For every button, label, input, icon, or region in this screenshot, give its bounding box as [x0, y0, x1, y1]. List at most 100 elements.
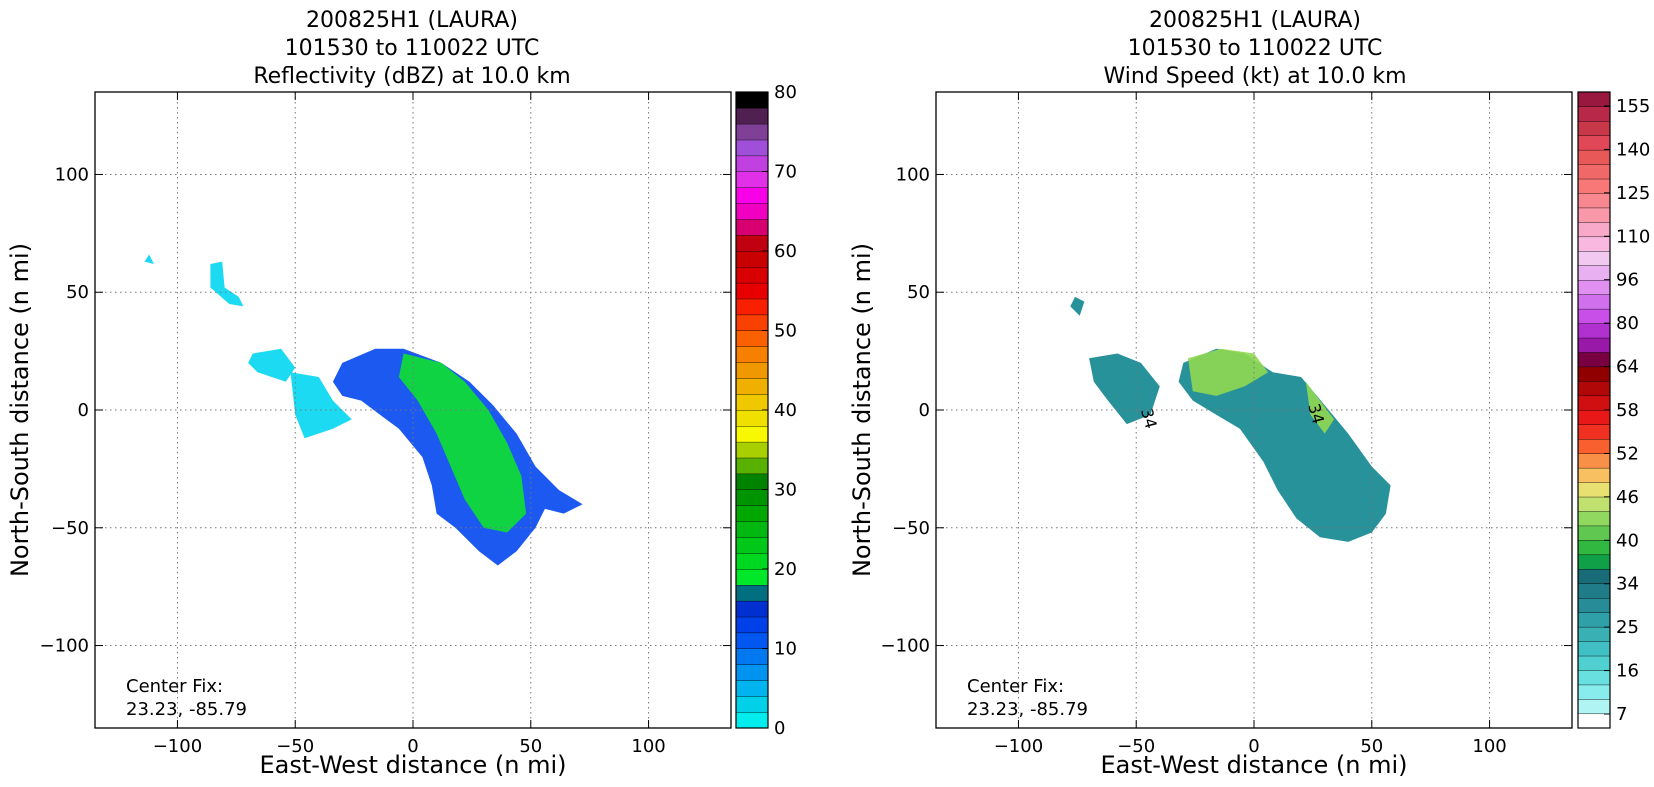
- colorbar-segment: [735, 330, 769, 347]
- center-fix-value: 23.23, -85.79: [126, 699, 247, 720]
- colorbar-segment: [1577, 366, 1611, 382]
- colorbar-segment: [1577, 612, 1611, 628]
- colorbar-segment: [1577, 713, 1611, 729]
- colorbar-segment: [1577, 265, 1611, 281]
- colorbar-tick-label: 34: [1616, 574, 1639, 595]
- colorbar-segment: [1577, 221, 1611, 238]
- colorbar-segment: [735, 250, 769, 268]
- colorbar-segment: [1577, 351, 1611, 368]
- colorbar-tick-label: 96: [1616, 270, 1639, 291]
- x-tick-label: 0: [1248, 736, 1259, 757]
- colorbar-segment: [1577, 655, 1611, 671]
- colorbar-segment: [735, 155, 769, 173]
- colorbar-segment: [735, 632, 769, 649]
- colorbar-segment: [1577, 250, 1611, 266]
- wind-speed-colorbar: 7 16 25 34 40 46 52 58 64 80 96 110 125 140 155: [1577, 91, 1650, 729]
- x-tick-label: 50: [519, 736, 542, 757]
- center-fix-label: Center Fix:: [126, 676, 223, 697]
- wind-region-high: [1188, 348, 1269, 396]
- colorbar-segment: [1577, 178, 1611, 194]
- colorbar-segment: [1577, 626, 1611, 642]
- colorbar-segment: [1577, 120, 1611, 136]
- colorbar-segment: [735, 584, 769, 602]
- colorbar-tick-label: 140: [1616, 139, 1650, 160]
- contour-label: 34: [1304, 401, 1328, 426]
- colorbar-segment: [1577, 207, 1611, 223]
- colorbar-segment: [735, 425, 769, 443]
- colorbar-segment: [1577, 583, 1611, 599]
- colorbar-segment: [735, 107, 769, 125]
- y-tick-label: −50: [892, 518, 930, 539]
- colorbar-segment: [735, 521, 769, 538]
- echo-region-light: [144, 254, 154, 264]
- x-axis-ticks: −100 −50 0 50 100: [153, 92, 666, 757]
- colorbar-tick-label: 16: [1616, 661, 1639, 682]
- colorbar-segment: [735, 234, 769, 252]
- panel-title-line-1: 200825H1 (LAURA): [306, 8, 518, 33]
- colorbar-segment: [735, 568, 769, 586]
- colorbar-segment: [735, 680, 769, 697]
- colorbar-segment: [1577, 294, 1611, 310]
- colorbar-segment: [735, 489, 769, 506]
- y-axis-ticks: −100 −50 0 50 100: [881, 164, 1572, 657]
- colorbar-segment: [735, 711, 769, 729]
- colorbar-tick-label: 46: [1616, 487, 1639, 508]
- colorbar-segment: [735, 378, 769, 395]
- colorbar-segment: [735, 664, 769, 681]
- colorbar-segment: [1577, 438, 1611, 454]
- colorbar-segment: [1577, 698, 1611, 715]
- colorbar-segment: [1577, 135, 1611, 151]
- colorbar-segment: [1577, 279, 1611, 295]
- x-tick-label: 50: [1360, 736, 1383, 757]
- echo-region-light: [290, 372, 352, 439]
- colorbar-tick-label: 110: [1616, 226, 1650, 247]
- y-axis-ticks: −100 −50 0 50 100: [40, 164, 731, 657]
- colorbar-segment: [735, 123, 769, 141]
- colorbar-segment: [735, 616, 769, 634]
- colorbar-segment: [735, 203, 769, 220]
- colorbar-tick-label: 80: [1616, 313, 1639, 334]
- colorbar-tick-label: 0: [774, 718, 785, 739]
- colorbar-segment: [1577, 91, 1611, 107]
- colorbar-segment: [1577, 337, 1611, 353]
- colorbar-tick-label: 70: [774, 162, 797, 183]
- x-tick-label: 0: [407, 736, 418, 757]
- colorbar-tick-label: 50: [774, 321, 797, 342]
- y-tick-label: 50: [66, 282, 89, 303]
- colorbar-segment: [1577, 395, 1611, 411]
- colorbar-segment: [1577, 453, 1611, 469]
- colorbar-segment: [1577, 192, 1611, 209]
- x-axis-label: East-West distance (n mi): [259, 751, 566, 779]
- colorbar-segment: [1577, 380, 1611, 397]
- y-tick-label: 100: [55, 164, 89, 185]
- colorbar-segment: [1577, 409, 1611, 425]
- colorbar-segment: [735, 393, 769, 411]
- colorbar-tick-label: 80: [774, 82, 797, 103]
- colorbar-segment: [1577, 684, 1611, 700]
- colorbar-segment: [735, 91, 769, 109]
- wind-speed-panel: 200825H1 (LAURA) 101530 to 110022 UTC Wi…: [848, 8, 1650, 779]
- colorbar-segment: [735, 346, 769, 363]
- panel-title-line-2: 101530 to 110022 UTC: [285, 36, 540, 61]
- colorbar-segment: [1577, 641, 1611, 657]
- colorbar-segment: [735, 314, 769, 332]
- colorbar-tick-label: 64: [1616, 357, 1639, 378]
- y-axis-label: North-South distance (n mi): [6, 243, 34, 577]
- colorbar-segment: [735, 298, 769, 316]
- wind-region-moderate: [1089, 353, 1160, 425]
- colorbar-segment: [1577, 467, 1611, 483]
- echo-region-light: [210, 261, 244, 307]
- y-tick-label: −50: [51, 518, 89, 539]
- colorbar-segment: [1577, 496, 1611, 512]
- colorbar-segment: [1577, 554, 1611, 570]
- y-tick-label: 0: [919, 400, 930, 421]
- wind-region-moderate: [1178, 348, 1391, 542]
- colorbar-segment: [1577, 482, 1611, 498]
- colorbar-tick-label: 125: [1616, 183, 1650, 204]
- colorbar-segment: [735, 187, 769, 204]
- x-tick-label: −100: [153, 736, 202, 757]
- colorbar-segment: [1577, 236, 1611, 252]
- x-tick-label: 100: [1472, 736, 1506, 757]
- colorbar-segment: [1577, 568, 1611, 584]
